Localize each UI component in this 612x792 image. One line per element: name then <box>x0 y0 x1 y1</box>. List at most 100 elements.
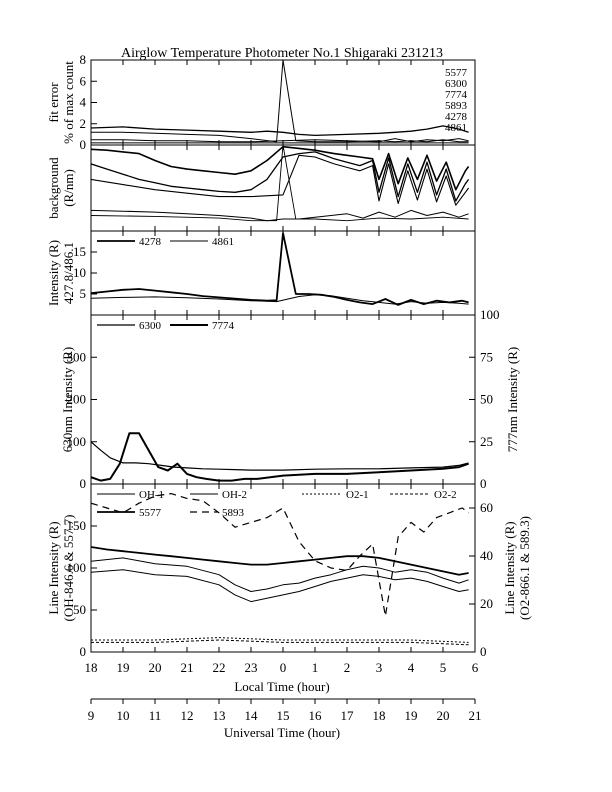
series-line-OH-1 <box>91 557 469 592</box>
y-axis-label: 630nm Intensity (R) <box>60 347 75 452</box>
ut-tick-label: 17 <box>341 708 355 723</box>
y-tick-label: 10 <box>73 265 86 280</box>
y-axis-label: 427.8/486.1 <box>61 242 76 304</box>
ut-tick-label: 20 <box>437 708 450 723</box>
series-line-background-0 <box>91 145 470 191</box>
series-line-OH-2 <box>91 569 469 603</box>
legend-entry: 5893 <box>222 507 245 519</box>
y-tick-label: 15 <box>73 244 86 259</box>
ut-tick-label: 15 <box>277 708 290 723</box>
y2-tick-label: 0 <box>480 644 487 659</box>
local-time-tick: 1 <box>312 660 319 675</box>
local-time-tick: 3 <box>376 660 383 675</box>
local-time-label: Local Time (hour) <box>234 679 329 694</box>
legend-entry: O2-1 <box>346 489 369 501</box>
y2-tick-label: 0 <box>480 476 487 491</box>
ut-tick-label: 10 <box>117 708 130 723</box>
y-tick-label: 0 <box>80 137 87 152</box>
y2-axis-label: Line Intensity (R) <box>502 521 517 614</box>
local-time-tick: 5 <box>440 660 447 675</box>
ut-tick-label: 21 <box>469 708 482 723</box>
local-time-tick: 23 <box>245 660 258 675</box>
series-line-4278 <box>91 232 469 306</box>
y-axis-label: background <box>46 157 61 219</box>
local-time-tick: 0 <box>280 660 287 675</box>
local-time-tick: 6 <box>472 660 479 675</box>
local-time-tick: 20 <box>149 660 162 675</box>
y2-tick-label: 50 <box>480 392 493 407</box>
series-line-background-2 <box>91 154 470 206</box>
chart-title: Airglow Temperature Photometer No.1 Shig… <box>121 46 443 61</box>
y-axis-label: % of max count <box>61 61 76 144</box>
series-group <box>91 60 469 144</box>
legend-entry: 6300 <box>445 78 468 90</box>
series-line-4861 <box>91 294 469 305</box>
y2-axis-label: (O2-866.1 & 589.3) <box>517 516 532 620</box>
series-line-5577 <box>91 546 469 576</box>
y2-tick-label: 75 <box>480 349 493 364</box>
ut-tick-label: 16 <box>309 708 323 723</box>
series-line-6300 <box>91 441 469 471</box>
series-group <box>91 493 469 646</box>
y-tick-label: 0 <box>80 476 87 491</box>
series-line-background-3 <box>91 209 469 222</box>
y-tick-label: 300 <box>67 349 87 364</box>
legend-entry: 6300 <box>139 320 162 332</box>
local-time-tick: 22 <box>213 660 226 675</box>
y2-axis-label: 777nm Intensity (R) <box>505 347 520 452</box>
series-group <box>91 145 470 222</box>
panel-frame <box>90 314 476 485</box>
local-time-tick: 2 <box>344 660 351 675</box>
y2-tick-label: 25 <box>480 434 493 449</box>
legend-entry: 5577 <box>139 507 162 519</box>
legend-entry: 7774 <box>212 320 235 332</box>
series-group <box>91 432 469 482</box>
ut-label: Universal Time (hour) <box>224 725 340 740</box>
y-tick-label: 8 <box>80 52 87 67</box>
ut-tick-label: 18 <box>373 708 386 723</box>
ut-tick-label: 19 <box>405 708 418 723</box>
series-line-O2-2 <box>91 639 469 646</box>
y-tick-label: 100 <box>67 434 87 449</box>
legend-entry: OH-1 <box>139 489 164 501</box>
y-axis-label: Intensity (R) <box>46 240 61 306</box>
y2-tick-label: 40 <box>480 548 493 563</box>
local-time-tick: 21 <box>181 660 194 675</box>
legend-entry: 5893 <box>445 100 468 112</box>
legend-entry: 4278 <box>445 111 468 123</box>
legend-entry: 5577 <box>445 67 468 79</box>
y2-tick-label: 60 <box>480 500 493 515</box>
series-line-background-4 <box>91 145 469 222</box>
series-line-fit_error-0 <box>91 125 469 137</box>
legend-entry: 4278 <box>139 236 162 248</box>
y-tick-label: 4 <box>80 95 87 110</box>
panel-blue_lines: 5 10 15 Intensity (R) 427.8/486.1 4278 4861 <box>46 230 476 316</box>
legend-entry: 7774 <box>445 89 468 101</box>
local-time-tick: 18 <box>85 660 98 675</box>
y-tick-label: 6 <box>80 73 87 88</box>
local-time-tick: 4 <box>408 660 415 675</box>
legend-entry: OH-2 <box>222 489 247 501</box>
y-tick-label: 150 <box>67 518 87 533</box>
series-line-fit_error-2 <box>91 138 469 143</box>
y-axis-label: fit error <box>46 82 61 123</box>
y-tick-label: 0 <box>80 644 87 659</box>
y-tick-label: 5 <box>80 286 87 301</box>
series-line-fit_error-1 <box>91 60 469 143</box>
legend-entry: 4861 <box>212 236 234 248</box>
series-line-7774 <box>91 432 469 482</box>
series-line-5893 <box>91 493 469 617</box>
panel-fit_error: 0 2 4 6 8 fit error% of max count 557763007774… <box>46 52 476 152</box>
y-axis-label: Line Intensity (R) <box>46 521 61 614</box>
series-group <box>91 232 469 306</box>
y-axis-label: (OH-846.6 & 557.7) <box>61 515 76 622</box>
ut-tick-label: 13 <box>213 708 226 723</box>
series-line-O2-1 <box>91 637 469 643</box>
series-line-background-1 <box>91 151 470 202</box>
ut-tick-label: 9 <box>88 708 95 723</box>
y2-tick-label: 100 <box>480 307 500 322</box>
